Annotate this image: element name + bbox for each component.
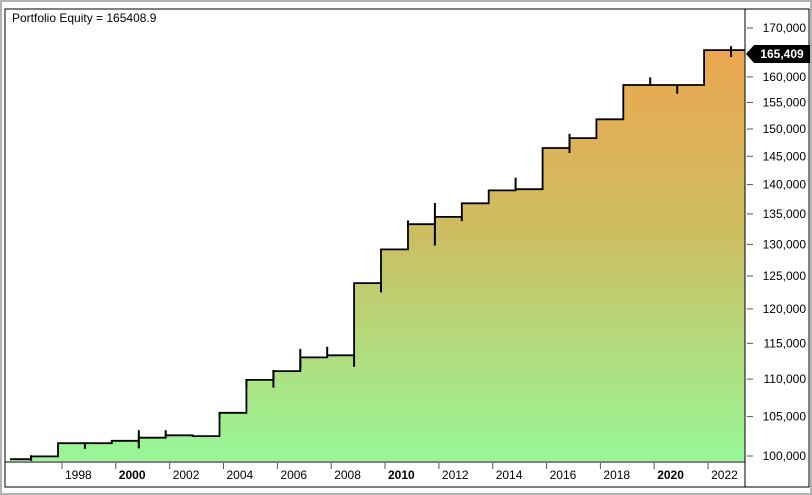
y-axis-label: 145,000: [763, 149, 807, 163]
y-axis-label: 115,000: [764, 336, 807, 350]
x-axis-label: 2020: [657, 468, 684, 482]
x-axis-label: 2012: [442, 468, 469, 482]
last-price-tag: 165,409: [746, 45, 810, 63]
x-axis-label: 2004: [227, 468, 254, 482]
y-axis-label: 150,000: [763, 122, 807, 136]
chart-title: Portfolio Equity = 165408.9: [12, 11, 157, 25]
y-axis-label: 135,000: [763, 207, 807, 221]
x-axis-label: 2006: [280, 468, 307, 482]
y-axis-label: 120,000: [763, 302, 807, 316]
y-axis-label: 105,000: [763, 410, 807, 424]
y-axis-label: 130,000: [763, 237, 807, 251]
last-price-tag-label: 165,409: [760, 47, 804, 61]
x-axis-label: 2018: [603, 468, 630, 482]
y-axis-label: 155,000: [763, 96, 807, 110]
x-axis-label: 2002: [173, 468, 200, 482]
plot-area[interactable]: [5, 9, 745, 462]
y-axis-label: 100,000: [763, 449, 807, 463]
y-axis-label: 110,000: [764, 372, 807, 386]
x-axis-label: 2008: [334, 468, 361, 482]
x-axis-label: 1998: [65, 468, 92, 482]
x-axis-label: 2016: [550, 468, 577, 482]
y-axis-label: 125,000: [763, 269, 807, 283]
chart-frame: [4, 8, 810, 488]
x-axis-label: 2022: [711, 468, 738, 482]
y-axis-label: 160,000: [763, 70, 807, 84]
x-axis-label: 2014: [496, 468, 523, 482]
y-axis-label: 140,000: [763, 178, 807, 192]
x-axis-label: 2000: [119, 468, 146, 482]
x-axis-label: 2010: [388, 468, 415, 482]
equity-area: [10, 50, 745, 461]
y-axis-label: 170,000: [763, 21, 807, 35]
